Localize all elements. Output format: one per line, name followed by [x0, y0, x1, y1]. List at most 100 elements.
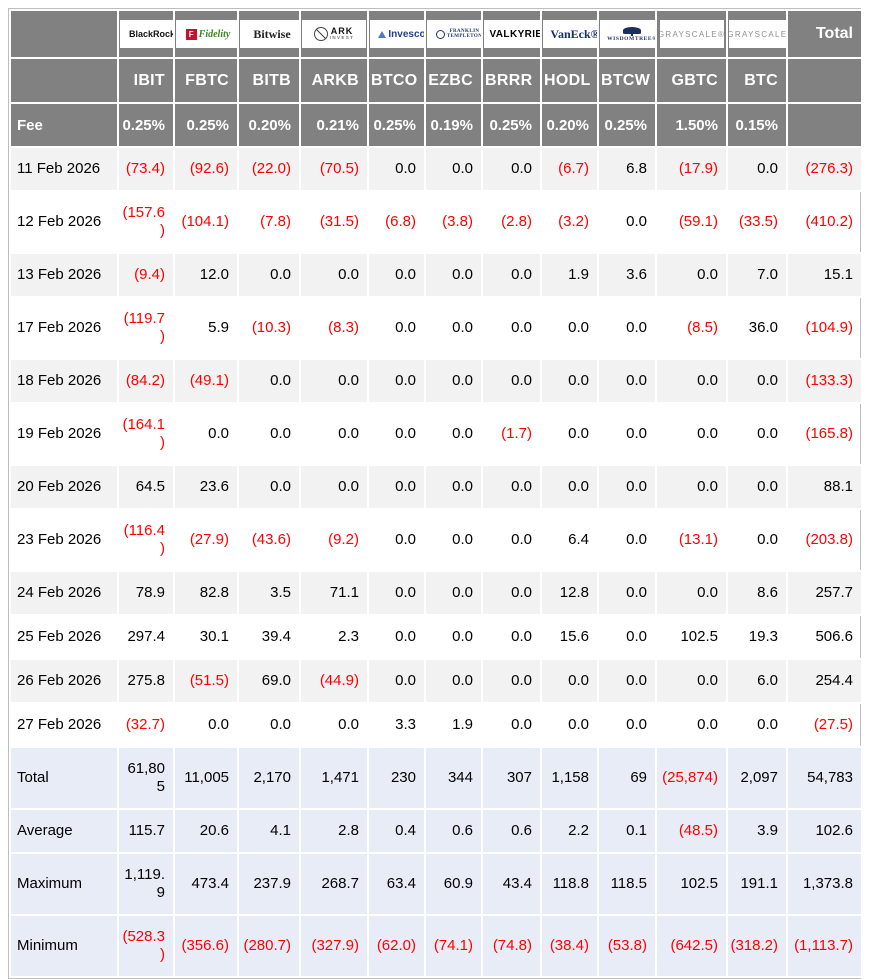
ticker-header-IBIT: IBIT: [117, 57, 175, 104]
data-row: 26 Feb 2026 275.8 (51.5) 69.0 (44.9) 0.0 0.0 0.…: [9, 658, 863, 704]
value-cell: 506.6: [786, 614, 863, 660]
valkyrie-logo: VALKYRIE: [484, 20, 541, 48]
summary-value-cell: (327.9): [299, 914, 369, 978]
valkyrie-wordmark: VALKYRIE: [489, 28, 541, 40]
fee-header-row: Fee 0.25% 0.25% 0.20% 0.21% 0.25% 0.19% 0.25% 0.…: [9, 102, 863, 148]
summary-value-cell: 2,170: [237, 746, 301, 810]
value-cell: 0.0: [424, 570, 483, 616]
value-cell: (22.0): [237, 146, 301, 192]
value-cell: 39.4: [237, 614, 301, 660]
value-cell: 6.0: [726, 658, 788, 704]
summary-value-cell: 0.1: [597, 808, 657, 854]
value-cell: (33.5): [726, 190, 788, 254]
ark-compass-icon: [313, 27, 328, 41]
summary-value-cell: (48.5): [655, 808, 728, 854]
summary-value-cell: 69: [597, 746, 657, 810]
fee-cell-BITB: 0.20%: [237, 102, 301, 148]
summary-value-cell: (38.4): [540, 914, 599, 978]
provider-header-cell: GRAYSCALE®: [655, 9, 728, 59]
data-row: 23 Feb 2026 (116.4) (27.9) (43.6) (9.2) 0.0 0.…: [9, 508, 863, 572]
value-cell: 0.0: [655, 252, 728, 298]
value-cell: 12.8: [540, 570, 599, 616]
summary-value-cell: 54,783: [786, 746, 863, 810]
value-cell: (92.6): [173, 146, 239, 192]
value-cell: 0.0: [237, 402, 301, 466]
value-cell: 0.0: [299, 464, 369, 510]
summary-value-cell: 0.4: [367, 808, 426, 854]
provider-header-cell: VanEck®: [540, 9, 599, 59]
value-cell: 0.0: [540, 658, 599, 704]
value-cell: 0.0: [299, 402, 369, 466]
summary-value-cell: 237.9: [237, 852, 301, 916]
value-cell: 0.0: [597, 658, 657, 704]
value-cell: (1.7): [481, 402, 542, 466]
summary-value-cell: (642.5): [655, 914, 728, 978]
ticker-header-BTCO: BTCO: [367, 57, 426, 104]
value-cell: (51.5): [173, 658, 239, 704]
grayscale-wordmark: GRAYSCALE®: [659, 29, 724, 39]
ticker-header-EZBC: EZBC: [424, 57, 483, 104]
value-cell: 0.0: [173, 402, 239, 466]
date-cell: 25 Feb 2026: [9, 614, 119, 660]
value-cell: (410.2): [786, 190, 863, 254]
summary-value-cell: 268.7: [299, 852, 369, 916]
ticker-header-BRRR: BRRR: [481, 57, 542, 104]
value-cell: (17.9): [655, 146, 728, 192]
value-cell: (70.5): [299, 146, 369, 192]
value-cell: 0.0: [424, 508, 483, 572]
etf-flow-table: BlackRock F Fidelity Bitwise ARK INVEST Invesc…: [9, 9, 863, 978]
summary-value-cell: 4.1: [237, 808, 301, 854]
date-cell: 11 Feb 2026: [9, 146, 119, 192]
provider-header-cell: BlackRock: [117, 9, 175, 59]
value-cell: 0.0: [367, 464, 426, 510]
value-cell: 0.0: [540, 402, 599, 466]
fee-cell-ARKB: 0.21%: [299, 102, 369, 148]
value-cell: 257.7: [786, 570, 863, 616]
value-cell: 0.0: [481, 570, 542, 616]
blackrock-wordmark: BlackRock: [128, 29, 174, 39]
grayscale-logo: GRAYSCALE®: [659, 20, 724, 48]
value-cell: 2.3: [299, 614, 369, 660]
value-cell: 0.0: [367, 614, 426, 660]
value-cell: (6.7): [540, 146, 599, 192]
date-cell: 19 Feb 2026: [9, 402, 119, 466]
value-cell: 0.0: [726, 402, 788, 466]
summary-value-cell: (25,874): [655, 746, 728, 810]
value-cell: 0.0: [726, 508, 788, 572]
date-cell: 26 Feb 2026: [9, 658, 119, 704]
fee-cell-FBTC: 0.25%: [173, 102, 239, 148]
value-cell: 0.0: [597, 296, 657, 360]
summary-value-cell: 43.4: [481, 852, 542, 916]
value-cell: 3.5: [237, 570, 301, 616]
value-cell: (104.9): [786, 296, 863, 360]
summary-value-cell: 63.4: [367, 852, 426, 916]
value-cell: 71.1: [299, 570, 369, 616]
value-cell: 0.0: [540, 464, 599, 510]
value-cell: 0.0: [367, 402, 426, 466]
value-cell: 78.9: [117, 570, 175, 616]
value-cell: (27.9): [173, 508, 239, 572]
fee-cell-IBIT: 0.25%: [117, 102, 175, 148]
summary-value-cell: 1,471: [299, 746, 369, 810]
value-cell: 15.1: [786, 252, 863, 298]
value-cell: 0.0: [597, 358, 657, 404]
value-cell: 0.0: [173, 702, 239, 748]
summary-value-cell: (62.0): [367, 914, 426, 978]
value-cell: (84.2): [117, 358, 175, 404]
franklin-head-icon: [435, 29, 445, 39]
value-cell: 0.0: [597, 702, 657, 748]
value-cell: (9.4): [117, 252, 175, 298]
summary-value-cell: 118.5: [597, 852, 657, 916]
fee-cell-BTC: 0.15%: [726, 102, 788, 148]
logo-header-row: BlackRock F Fidelity Bitwise ARK INVEST Invesc…: [9, 9, 863, 59]
value-cell: 0.0: [655, 658, 728, 704]
provider-header-cell: F Fidelity: [173, 9, 239, 59]
value-cell: 0.0: [424, 296, 483, 360]
summary-value-cell: 3.9: [726, 808, 788, 854]
value-cell: 0.0: [655, 358, 728, 404]
value-cell: 36.0: [726, 296, 788, 360]
value-cell: (276.3): [786, 146, 863, 192]
invesco-wordmark: Invesco: [388, 28, 425, 40]
value-cell: 23.6: [173, 464, 239, 510]
data-row: 20 Feb 2026 64.5 23.6 0.0 0.0 0.0 0.0 0.0 0.0 0.0…: [9, 464, 863, 510]
